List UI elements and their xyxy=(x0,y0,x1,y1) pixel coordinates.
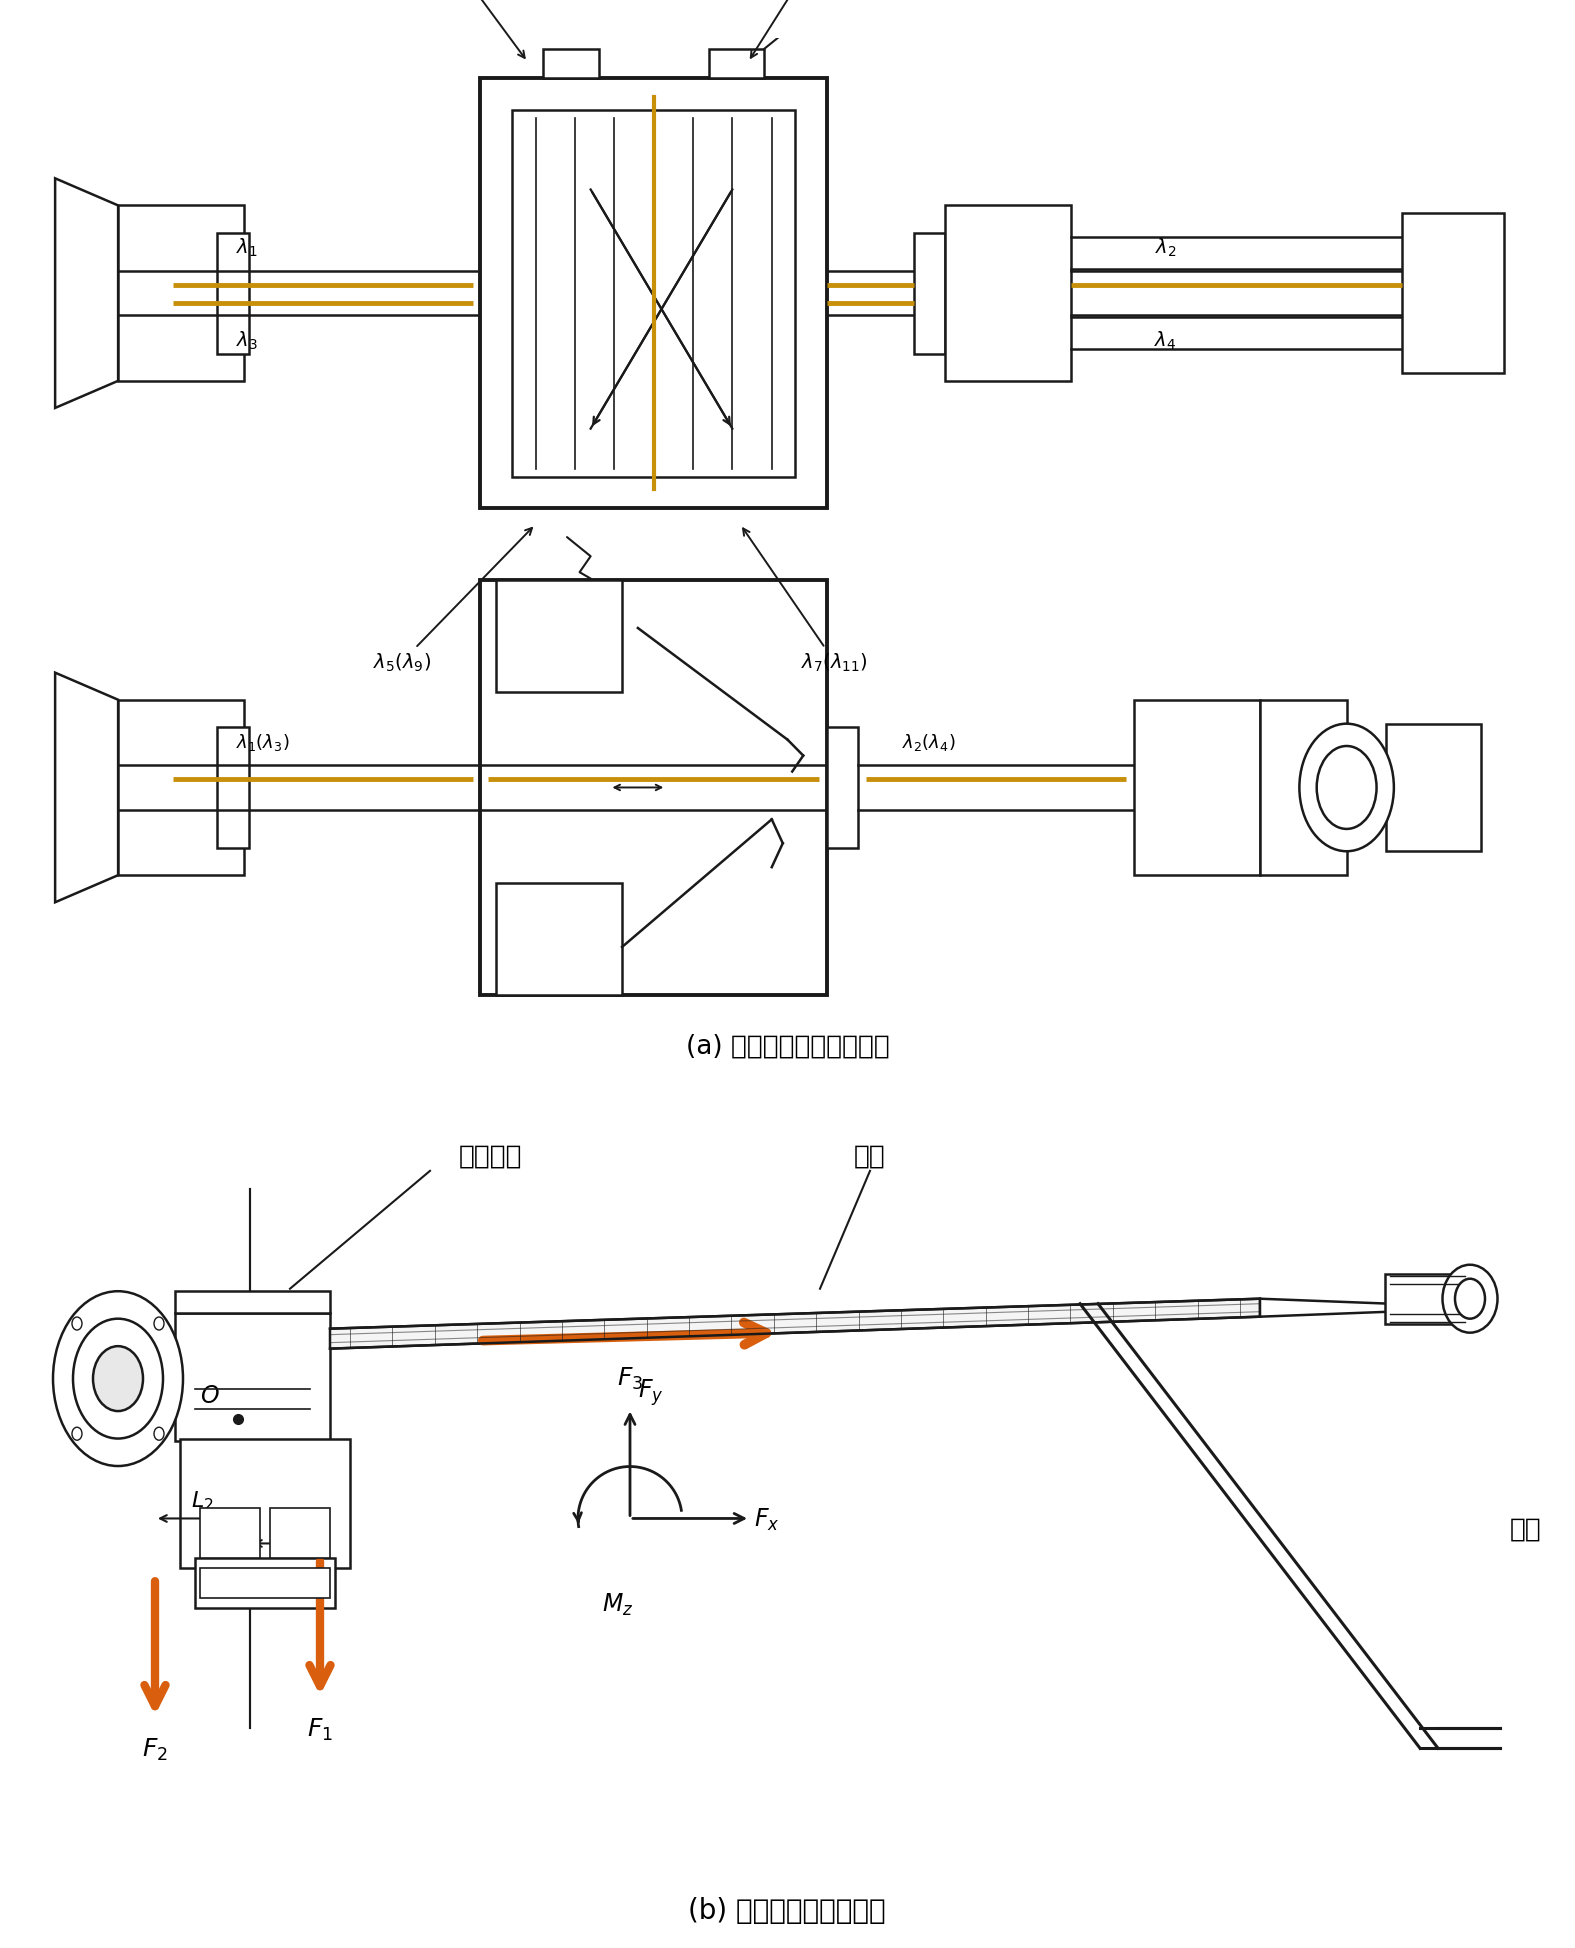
Polygon shape xyxy=(217,727,249,849)
Text: $L_2$: $L_2$ xyxy=(191,1488,214,1514)
Polygon shape xyxy=(118,206,244,382)
Polygon shape xyxy=(512,111,795,477)
Polygon shape xyxy=(200,1568,331,1599)
Text: $\lambda_3$: $\lambda_3$ xyxy=(236,329,258,351)
Text: $\lambda_6(\lambda_{10})$: $\lambda_6(\lambda_{10})$ xyxy=(384,0,524,58)
Polygon shape xyxy=(496,884,622,995)
Text: $F_3$: $F_3$ xyxy=(617,1366,643,1391)
Text: $\lambda_1$: $\lambda_1$ xyxy=(236,236,258,259)
Polygon shape xyxy=(1260,1299,1391,1317)
Polygon shape xyxy=(1402,214,1504,374)
Polygon shape xyxy=(543,51,598,78)
Polygon shape xyxy=(480,581,827,995)
Polygon shape xyxy=(118,701,244,877)
Polygon shape xyxy=(1386,725,1480,851)
Polygon shape xyxy=(1260,701,1347,877)
Ellipse shape xyxy=(1317,746,1377,830)
Text: $\lambda_5(\lambda_9)$: $\lambda_5(\lambda_9)$ xyxy=(373,528,532,674)
Polygon shape xyxy=(1134,701,1260,877)
Text: 支桕: 支桕 xyxy=(1510,1516,1542,1541)
Ellipse shape xyxy=(154,1317,164,1330)
Polygon shape xyxy=(175,1292,331,1313)
Polygon shape xyxy=(200,1508,260,1558)
Text: $\lambda_7(\lambda_{11})$: $\lambda_7(\lambda_{11})$ xyxy=(743,530,868,674)
Polygon shape xyxy=(913,234,945,355)
Polygon shape xyxy=(709,51,764,78)
Polygon shape xyxy=(945,206,1071,382)
Ellipse shape xyxy=(93,1346,143,1412)
Text: $F_y$: $F_y$ xyxy=(638,1375,663,1406)
Text: $F_2$: $F_2$ xyxy=(142,1736,169,1763)
Text: (b) 天平校准装置示意图: (b) 天平校准装置示意图 xyxy=(688,1895,885,1925)
Ellipse shape xyxy=(54,1292,183,1467)
Text: $\lambda_2$: $\lambda_2$ xyxy=(1154,236,1177,259)
Text: $\lambda_8(\lambda_{12})$: $\lambda_8(\lambda_{12})$ xyxy=(751,0,876,58)
Ellipse shape xyxy=(154,1428,164,1440)
Polygon shape xyxy=(175,1313,331,1442)
Polygon shape xyxy=(1384,1274,1465,1325)
Polygon shape xyxy=(180,1440,350,1568)
Polygon shape xyxy=(331,1299,1260,1348)
Text: $L_1$: $L_1$ xyxy=(274,1514,296,1537)
Text: 天平: 天平 xyxy=(854,1143,885,1169)
Ellipse shape xyxy=(72,1428,82,1440)
Text: $\lambda_1(\lambda_3)$: $\lambda_1(\lambda_3)$ xyxy=(236,732,290,754)
Ellipse shape xyxy=(1443,1264,1498,1332)
Text: (a) 天平应变计贴片示意图: (a) 天平应变计贴片示意图 xyxy=(685,1032,890,1060)
Polygon shape xyxy=(217,234,249,355)
Polygon shape xyxy=(269,1508,331,1558)
Text: $F_x$: $F_x$ xyxy=(754,1506,780,1531)
Text: $\lambda_4$: $\lambda_4$ xyxy=(1154,329,1177,351)
Text: $F_1$: $F_1$ xyxy=(307,1716,332,1743)
Text: 校准中心: 校准中心 xyxy=(458,1143,521,1169)
Polygon shape xyxy=(55,179,118,409)
Ellipse shape xyxy=(1299,725,1394,851)
Ellipse shape xyxy=(1455,1280,1485,1319)
Text: $\lambda_2(\lambda_4)$: $\lambda_2(\lambda_4)$ xyxy=(902,732,956,754)
Ellipse shape xyxy=(72,1317,82,1330)
Polygon shape xyxy=(480,78,827,508)
Text: $O$: $O$ xyxy=(200,1383,221,1406)
Text: $M_z$: $M_z$ xyxy=(602,1592,633,1617)
Polygon shape xyxy=(55,674,118,902)
Polygon shape xyxy=(195,1558,335,1609)
Polygon shape xyxy=(496,581,622,692)
Polygon shape xyxy=(827,727,858,849)
Ellipse shape xyxy=(72,1319,162,1440)
